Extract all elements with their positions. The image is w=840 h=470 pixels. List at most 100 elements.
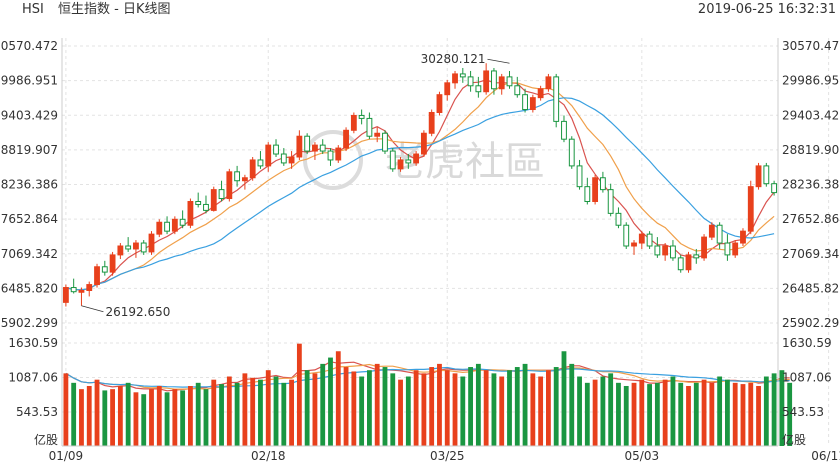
price-tick-right: 25902.299: [782, 316, 840, 330]
volume-bar: [273, 376, 279, 446]
candle-body: [148, 233, 155, 253]
volume-bar: [437, 363, 442, 446]
volume-bar: [343, 367, 349, 446]
candle-body: [646, 233, 653, 247]
volume-bar: [717, 376, 723, 446]
candle-body: [545, 76, 552, 90]
volume-tick-right: 543.53: [782, 405, 824, 419]
annotation-leader: [487, 58, 510, 64]
candle-body: [740, 230, 746, 244]
candle-body: [210, 189, 217, 211]
candle-body: [249, 159, 256, 179]
candle-body: [62, 287, 69, 303]
volume-bar: [149, 389, 154, 446]
candles: [62, 63, 778, 307]
candle-body: [568, 138, 575, 167]
volume-bar: [63, 373, 69, 446]
candle-body: [537, 88, 544, 99]
candle-body: [498, 76, 505, 90]
volume-tick-left: 1630.59: [8, 336, 58, 350]
price-tick-right: 27069.342: [782, 247, 840, 261]
candle-body: [304, 135, 311, 152]
price-tick-left: 26485.820: [0, 281, 58, 295]
volume-bar: [686, 385, 691, 446]
annotation-label: 26192.650: [105, 305, 170, 319]
candle-body: [226, 171, 233, 200]
price-tick-left: 27069.342: [0, 247, 58, 261]
volume-bar: [195, 382, 201, 446]
volume-bar: [312, 373, 318, 446]
volume-bar: [250, 377, 256, 446]
volume-bar: [164, 392, 170, 446]
price-tick-right: 28819.907: [782, 143, 840, 157]
ma10-line: [65, 82, 775, 291]
volume-tick-left: 1087.06: [8, 371, 58, 385]
volume-bar: [320, 363, 326, 446]
volume-bar: [693, 382, 699, 446]
volume-bar: [382, 367, 388, 446]
candle-body: [203, 203, 209, 211]
candle-body: [389, 150, 396, 170]
volume-bar: [662, 379, 668, 446]
volume-bars: [63, 343, 793, 446]
candle-body: [623, 224, 630, 247]
candle-body: [164, 221, 170, 232]
watermark-text: 老虎社區: [385, 139, 545, 185]
candle-body: [615, 212, 622, 226]
axes: 30570.472 30570.472 29986.951 29986.951 2940…: [0, 38, 840, 463]
price-tick-left: 29986.951: [0, 74, 58, 88]
candle-body: [195, 200, 202, 205]
volume-bar: [172, 389, 178, 446]
candle-body: [755, 165, 762, 188]
candle-body: [156, 221, 163, 235]
ma20-line: [65, 97, 775, 291]
watermark: 老虎社區: [303, 130, 545, 190]
volume-moving-averages: [65, 361, 790, 392]
volume-bar: [86, 385, 92, 446]
price-tick-right: 27652.864: [782, 212, 840, 226]
candle-body: [218, 189, 225, 200]
volume-bar: [779, 370, 785, 446]
volume-bar: [203, 389, 209, 446]
date-tick: 01/09: [49, 449, 84, 463]
candle-body: [171, 218, 178, 232]
candle-body: [273, 144, 279, 155]
price-tick-left: 29403.429: [0, 108, 58, 122]
candle-body: [335, 147, 342, 161]
candle-body: [382, 132, 388, 152]
date-tick: 03/25: [430, 449, 465, 463]
candle-body: [506, 76, 513, 87]
candle-body: [491, 70, 497, 90]
price-tick-left: 30570.472: [0, 39, 58, 53]
volume-bar: [616, 382, 621, 446]
candle-body: [296, 135, 303, 158]
volume-bar: [242, 373, 248, 446]
volume-bar: [226, 376, 232, 446]
volume-bar: [390, 373, 396, 446]
candle-body: [677, 257, 684, 271]
annotation-label: 30280.121: [421, 52, 486, 66]
candle-body: [662, 245, 669, 256]
candle-body: [265, 144, 272, 167]
candle-body: [374, 132, 381, 137]
volume-bar: [180, 390, 186, 446]
volume-bar: [265, 370, 271, 446]
volume-bar: [600, 376, 606, 446]
volume-bar: [748, 382, 754, 446]
candle-body: [631, 242, 637, 247]
candle-body: [599, 177, 606, 191]
candle-body: [459, 73, 466, 78]
volume-bar: [709, 382, 715, 446]
volume-bar: [219, 384, 224, 446]
volume-bar: [405, 376, 411, 446]
volume-tick-right: 1087.06: [782, 371, 832, 385]
candle-body: [576, 165, 583, 188]
candle-body: [522, 94, 528, 111]
volume-bar: [133, 392, 139, 446]
volume-bar: [623, 385, 629, 446]
candle-body: [343, 129, 349, 149]
volume-bar: [71, 382, 77, 446]
chart-title: 恒生指数 - 日K线图: [58, 2, 170, 17]
candle-body: [94, 266, 100, 286]
volume-bar: [94, 379, 100, 446]
